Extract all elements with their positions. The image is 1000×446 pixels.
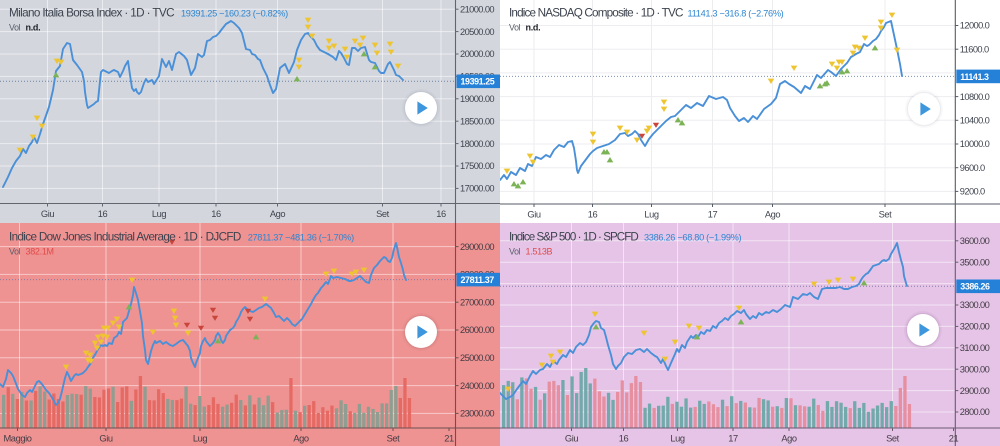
svg-text:20000.00: 20000.00 xyxy=(460,49,494,59)
svg-text:26000.00: 26000.00 xyxy=(460,325,494,335)
svg-text:3600.00: 3600.00 xyxy=(960,236,990,246)
svg-text:Lug: Lug xyxy=(152,209,167,219)
svg-text:Ago: Ago xyxy=(781,434,797,444)
svg-text:3100.00: 3100.00 xyxy=(960,343,990,353)
svg-text:Set: Set xyxy=(376,209,390,219)
svg-text:Giu: Giu xyxy=(565,434,578,444)
svg-text:n.d.: n.d. xyxy=(526,22,541,32)
svg-text:n.d.: n.d. xyxy=(26,22,41,32)
svg-text:Indice NASDAQ Composite · 1D ·: Indice NASDAQ Composite · 1D · TVC xyxy=(509,6,683,19)
svg-text:2900.00: 2900.00 xyxy=(960,386,990,396)
svg-text:Lug: Lug xyxy=(670,434,685,444)
svg-text:19391.25: 19391.25 xyxy=(461,77,495,87)
svg-text:16: 16 xyxy=(98,209,108,219)
svg-text:Set: Set xyxy=(886,434,900,444)
svg-text:3000.00: 3000.00 xyxy=(960,364,990,374)
svg-text:3386.26: 3386.26 xyxy=(960,282,990,292)
svg-text:18500.00: 18500.00 xyxy=(460,116,494,126)
svg-text:25000.00: 25000.00 xyxy=(460,353,494,363)
svg-text:27811.37 −481.36 (−1.70%): 27811.37 −481.36 (−1.70%) xyxy=(248,232,354,242)
svg-text:Giu: Giu xyxy=(41,209,54,219)
svg-text:1.513B: 1.513B xyxy=(526,246,553,256)
svg-text:19000.00: 19000.00 xyxy=(460,94,494,104)
svg-text:11600.0: 11600.0 xyxy=(960,44,989,54)
svg-text:2800.00: 2800.00 xyxy=(960,407,990,417)
svg-text:9600.0: 9600.0 xyxy=(960,163,985,173)
svg-text:27000.00: 27000.00 xyxy=(460,297,494,307)
svg-text:24000.00: 24000.00 xyxy=(460,381,494,391)
svg-text:Indice S&P 500 · 1D · SPCFD: Indice S&P 500 · 1D · SPCFD xyxy=(509,230,638,243)
svg-text:21: 21 xyxy=(949,434,959,444)
svg-text:Ago: Ago xyxy=(293,434,309,444)
svg-text:21000.00: 21000.00 xyxy=(460,4,494,14)
svg-text:10800.0: 10800.0 xyxy=(960,92,990,102)
svg-text:Maggio: Maggio xyxy=(3,434,31,444)
svg-text:Lug: Lug xyxy=(644,210,659,220)
svg-text:382.1M: 382.1M xyxy=(26,246,54,256)
svg-text:16: 16 xyxy=(588,210,598,220)
svg-text:3386.26 −68.80 (−1.99%): 3386.26 −68.80 (−1.99%) xyxy=(644,232,742,242)
svg-text:21: 21 xyxy=(444,434,454,444)
svg-text:Lug: Lug xyxy=(193,434,208,444)
svg-text:16: 16 xyxy=(619,434,629,444)
svg-text:12000.0: 12000.0 xyxy=(960,21,990,31)
svg-text:20500.00: 20500.00 xyxy=(460,27,494,37)
svg-text:Ago: Ago xyxy=(270,209,286,219)
svg-text:17: 17 xyxy=(728,434,738,444)
svg-text:Giu: Giu xyxy=(99,434,112,444)
svg-text:Vol: Vol xyxy=(9,246,21,256)
svg-text:Set: Set xyxy=(387,434,401,444)
svg-text:Set: Set xyxy=(879,210,893,220)
svg-text:17000.00: 17000.00 xyxy=(460,184,494,194)
svg-text:3500.00: 3500.00 xyxy=(960,257,990,267)
svg-text:Vol: Vol xyxy=(509,22,521,32)
svg-text:16: 16 xyxy=(436,209,446,219)
svg-text:Ago: Ago xyxy=(765,210,781,220)
svg-text:Giu: Giu xyxy=(527,210,540,220)
svg-text:10000.0: 10000.0 xyxy=(960,139,990,149)
svg-text:9200.0: 9200.0 xyxy=(960,187,985,197)
svg-text:Vol: Vol xyxy=(9,22,21,32)
svg-text:11141.3: 11141.3 xyxy=(960,72,989,82)
svg-text:29000.00: 29000.00 xyxy=(460,242,494,252)
svg-text:27811.37: 27811.37 xyxy=(461,275,495,285)
svg-text:18000.00: 18000.00 xyxy=(460,139,494,149)
svg-text:Indice Dow Jones Industrial Av: Indice Dow Jones Industrial Average · 1D… xyxy=(9,230,241,243)
svg-text:17500.00: 17500.00 xyxy=(460,161,494,171)
svg-text:3200.00: 3200.00 xyxy=(960,322,990,332)
svg-text:16: 16 xyxy=(211,209,221,219)
svg-text:19391.25 −160.23 (−0.82%): 19391.25 −160.23 (−0.82%) xyxy=(181,8,288,18)
svg-text:17: 17 xyxy=(708,210,718,220)
svg-text:23000.00: 23000.00 xyxy=(460,409,494,419)
svg-text:10400.0: 10400.0 xyxy=(960,116,990,126)
svg-text:Milano Italia Borsa Index · 1D: Milano Italia Borsa Index · 1D · TVC xyxy=(9,6,174,19)
svg-text:Vol: Vol xyxy=(509,246,521,256)
svg-text:11141.3 −316.8 (−2.76%): 11141.3 −316.8 (−2.76%) xyxy=(688,8,784,18)
svg-text:3300.00: 3300.00 xyxy=(960,300,990,310)
